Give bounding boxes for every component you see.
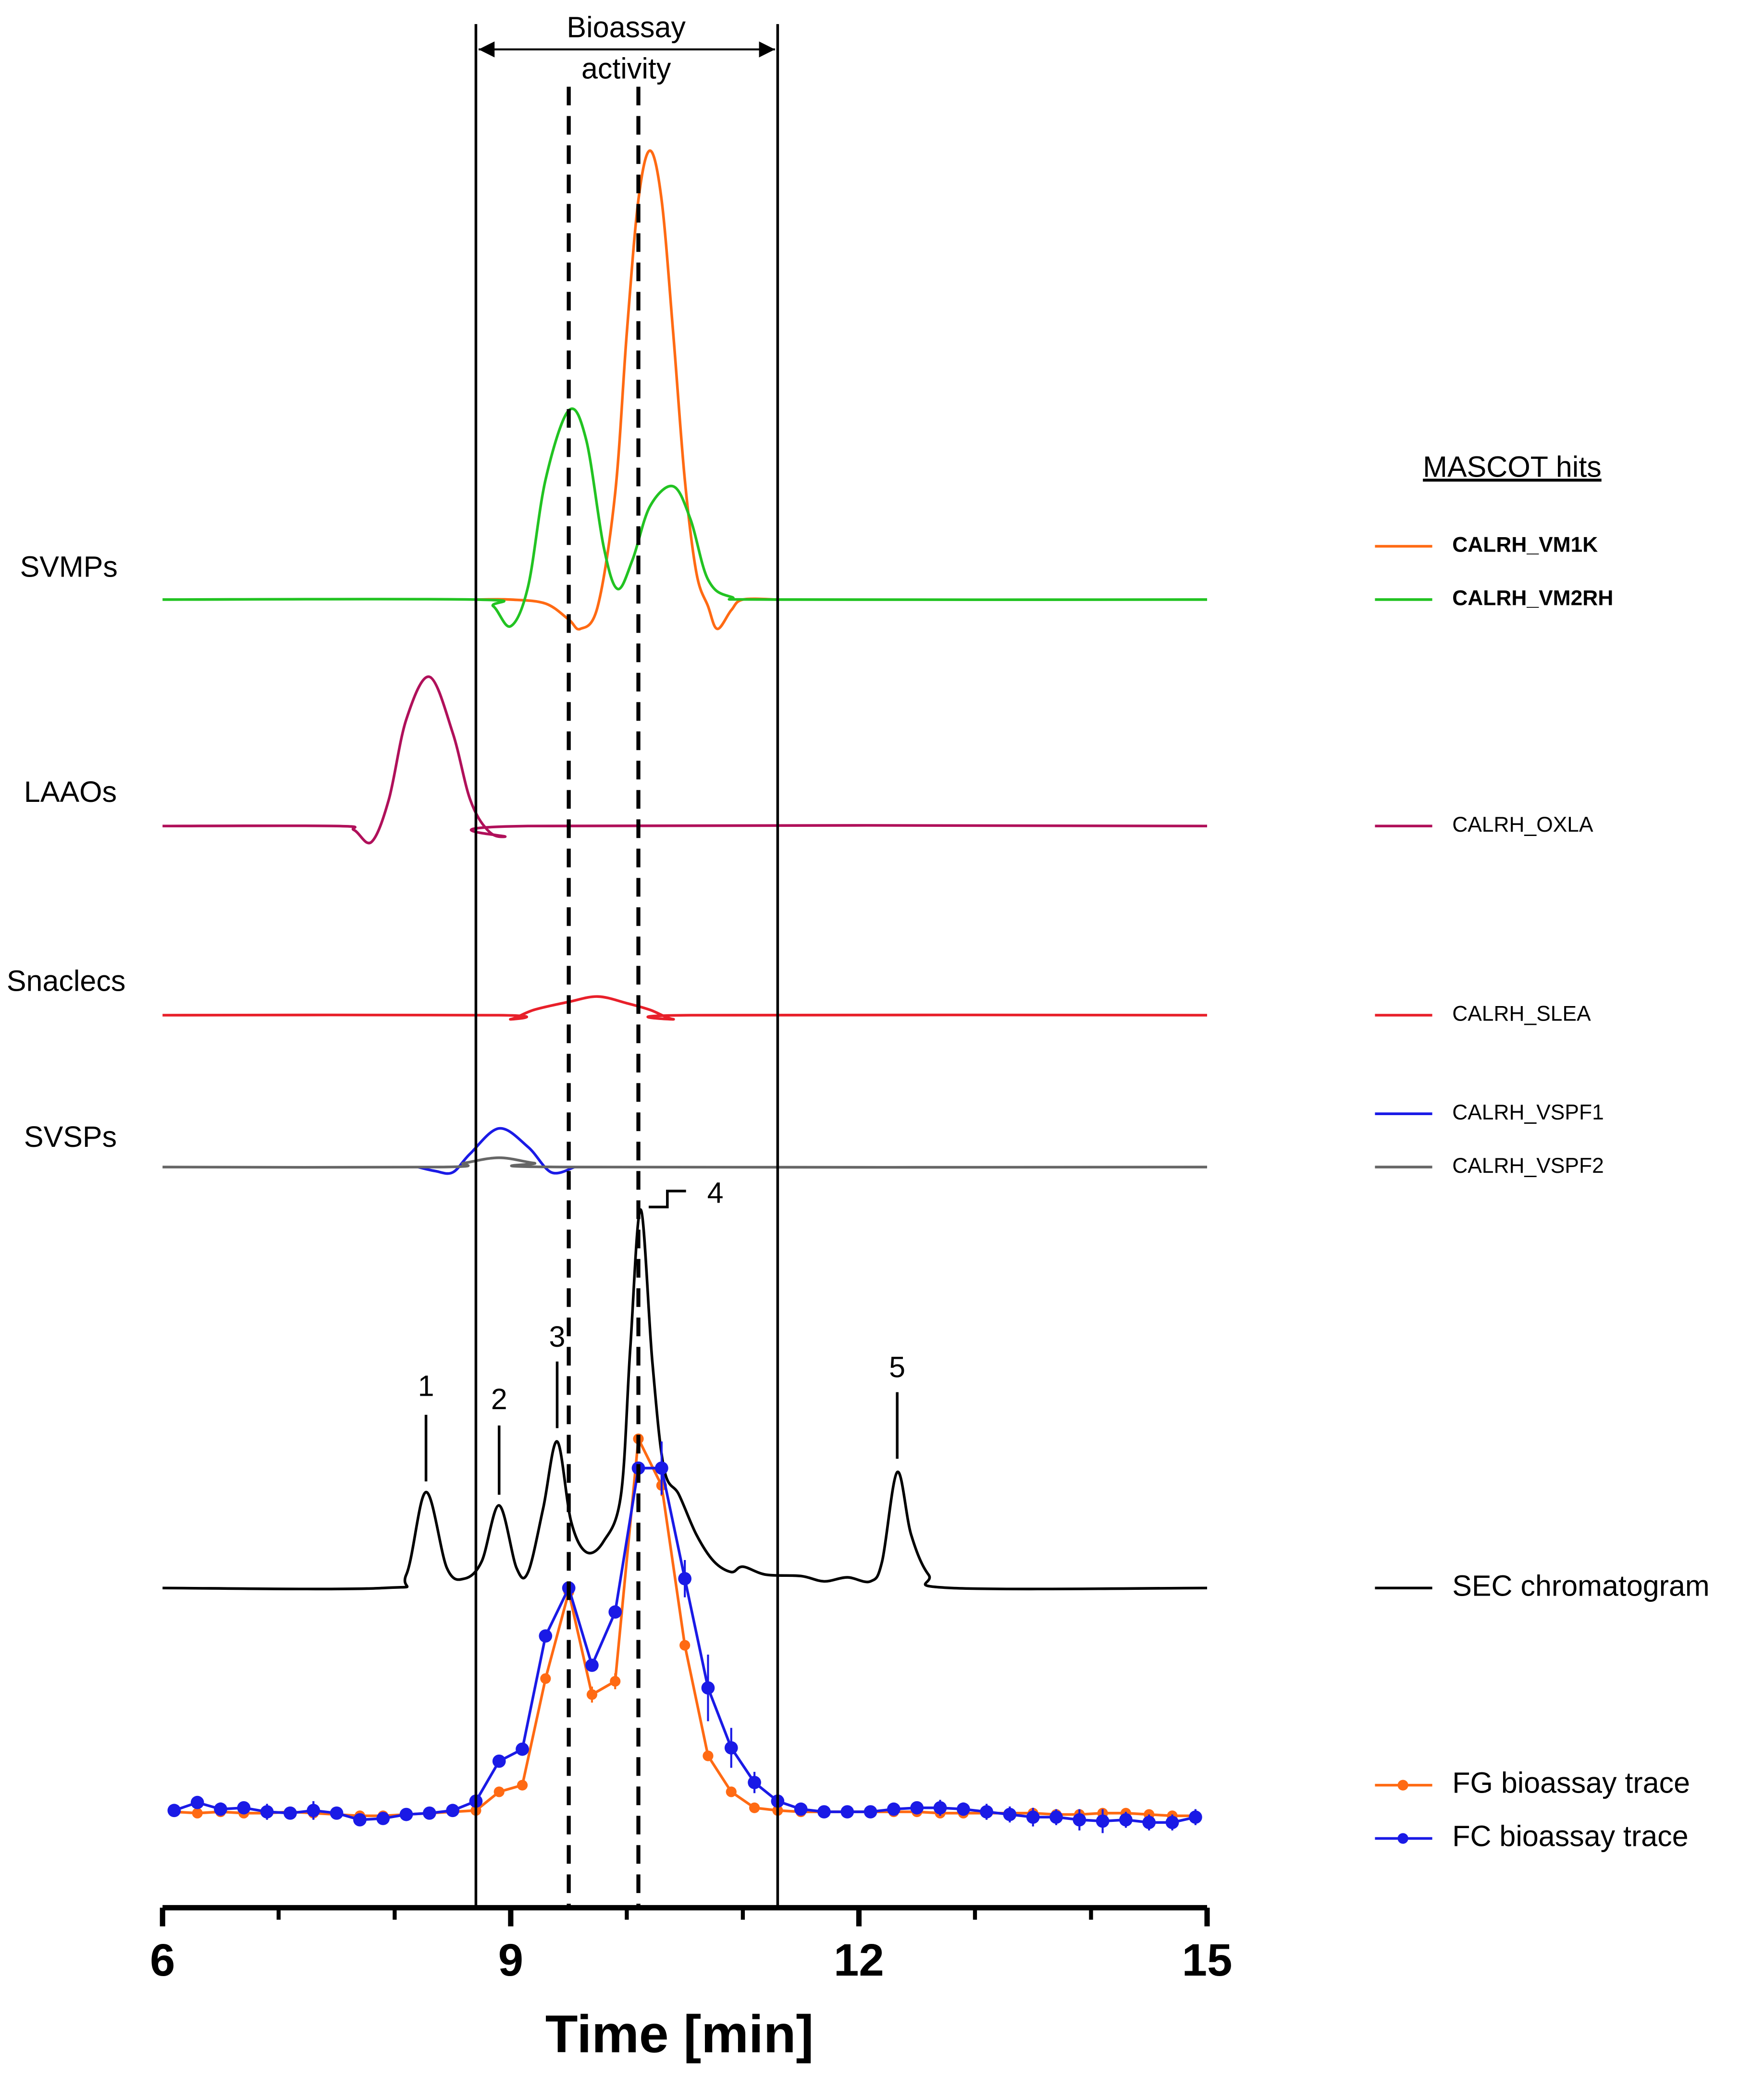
marker bbox=[190, 1795, 204, 1809]
trace bbox=[162, 995, 1208, 1021]
legend-label: CALRH_SLEA bbox=[1452, 1002, 1591, 1026]
marker bbox=[794, 1802, 808, 1816]
marker bbox=[933, 1801, 947, 1815]
marker bbox=[260, 1805, 274, 1819]
arrow-head bbox=[759, 41, 775, 58]
marker bbox=[492, 1754, 506, 1768]
marker bbox=[214, 1802, 227, 1816]
marker bbox=[493, 1786, 505, 1797]
trace bbox=[417, 1127, 575, 1175]
marker bbox=[749, 1802, 760, 1813]
marker bbox=[1096, 1814, 1110, 1828]
legend-label: CALRH_VSPF2 bbox=[1452, 1154, 1604, 1178]
peak-label: 5 bbox=[889, 1351, 905, 1384]
marker bbox=[678, 1572, 692, 1585]
marker bbox=[353, 1813, 367, 1827]
x-tick-label: 9 bbox=[498, 1935, 523, 1985]
arrow-head bbox=[478, 41, 495, 58]
marker bbox=[517, 1780, 528, 1791]
marker bbox=[585, 1659, 599, 1672]
x-axis-label: Time [min] bbox=[545, 2004, 814, 2064]
legend-title: MASCOT hits bbox=[1423, 450, 1602, 483]
marker bbox=[610, 1676, 621, 1687]
trace bbox=[162, 675, 1208, 845]
marker bbox=[703, 1750, 714, 1761]
marker bbox=[307, 1804, 321, 1818]
marker bbox=[726, 1786, 737, 1797]
trace bbox=[162, 407, 1208, 628]
marker bbox=[1073, 1813, 1086, 1827]
peak-label: 3 bbox=[549, 1320, 566, 1353]
marker bbox=[1165, 1816, 1179, 1830]
marker bbox=[956, 1802, 970, 1816]
peak-leader bbox=[649, 1190, 686, 1209]
marker bbox=[376, 1812, 390, 1825]
marker bbox=[817, 1805, 831, 1819]
marker bbox=[330, 1806, 344, 1820]
marker bbox=[980, 1805, 993, 1819]
marker bbox=[887, 1802, 901, 1816]
legend-label: CALRH_OXLA bbox=[1452, 813, 1593, 836]
marker bbox=[539, 1629, 553, 1643]
marker bbox=[1119, 1813, 1133, 1827]
x-tick-label: 15 bbox=[1182, 1935, 1233, 1985]
marker bbox=[1026, 1810, 1040, 1824]
marker bbox=[863, 1805, 877, 1819]
legend-label: FC bioassay trace bbox=[1452, 1820, 1688, 1853]
legend-label: CALRH_VM2RH bbox=[1452, 587, 1613, 610]
legend-label: CALRH_VM1K bbox=[1452, 533, 1598, 557]
marker bbox=[701, 1681, 715, 1695]
peak-label: 1 bbox=[418, 1369, 434, 1402]
marker bbox=[167, 1804, 181, 1818]
x-tick-label: 6 bbox=[150, 1935, 175, 1985]
marker bbox=[608, 1605, 622, 1619]
marker bbox=[237, 1801, 251, 1815]
annotation: Bioassay bbox=[567, 11, 686, 43]
trace bbox=[162, 1208, 1208, 1591]
marker bbox=[1003, 1807, 1017, 1821]
marker bbox=[446, 1804, 459, 1818]
peak-label: 2 bbox=[491, 1383, 507, 1415]
marker bbox=[1142, 1816, 1156, 1830]
annotation: activity bbox=[581, 52, 671, 85]
marker bbox=[1049, 1810, 1063, 1824]
marker bbox=[679, 1640, 691, 1651]
trace bbox=[174, 1434, 1196, 1818]
legend-marker bbox=[1397, 1780, 1408, 1791]
marker bbox=[284, 1806, 297, 1820]
group-label: SVMPs bbox=[20, 550, 118, 583]
marker bbox=[1189, 1810, 1202, 1824]
trace bbox=[162, 1156, 1208, 1169]
group-label: LAAOs bbox=[24, 775, 117, 808]
marker bbox=[724, 1741, 738, 1755]
marker bbox=[422, 1806, 436, 1820]
marker bbox=[586, 1689, 598, 1700]
legend-label: CALRH_VSPF1 bbox=[1452, 1101, 1604, 1124]
peak-label: 4 bbox=[707, 1176, 724, 1209]
legend-label: SEC chromatogram bbox=[1452, 1569, 1710, 1602]
legend-label: FG bioassay trace bbox=[1452, 1767, 1690, 1799]
group-label: Snaclecs bbox=[7, 965, 125, 997]
legend-marker bbox=[1397, 1833, 1408, 1844]
x-tick-label: 12 bbox=[834, 1935, 884, 1985]
marker bbox=[910, 1801, 924, 1815]
marker bbox=[654, 1461, 668, 1475]
trace bbox=[476, 149, 778, 631]
marker bbox=[516, 1742, 529, 1756]
marker bbox=[840, 1805, 854, 1819]
marker bbox=[192, 1807, 203, 1819]
group-label: SVSPs bbox=[24, 1120, 117, 1153]
marker bbox=[540, 1673, 551, 1684]
marker bbox=[748, 1776, 761, 1789]
marker bbox=[399, 1807, 413, 1821]
